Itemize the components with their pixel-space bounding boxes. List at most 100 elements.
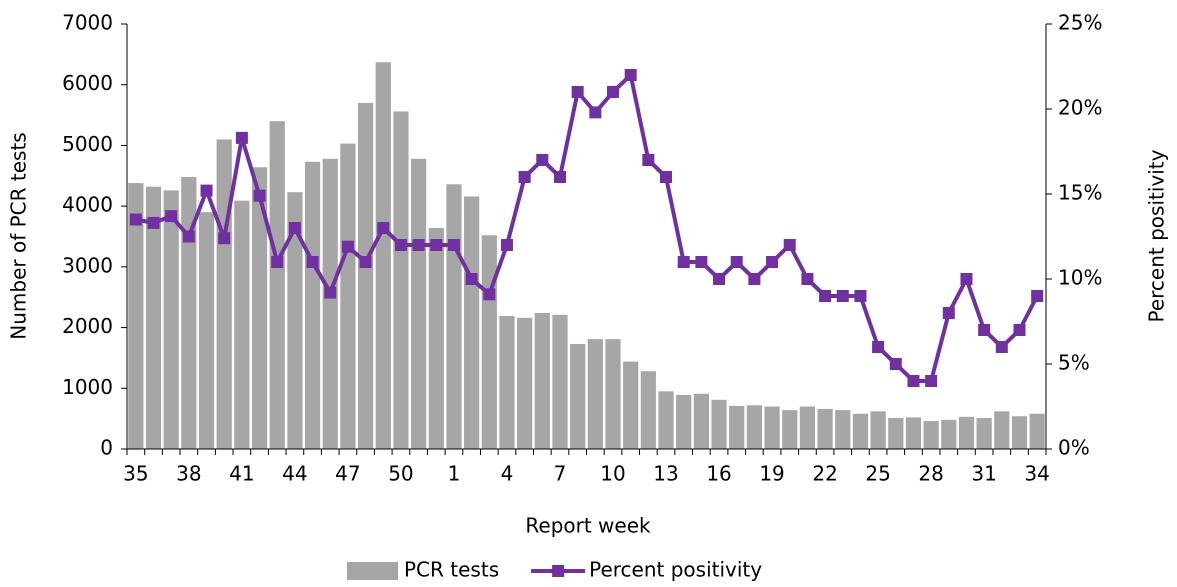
x-tick-label: 4 <box>501 462 514 486</box>
bar <box>357 102 374 449</box>
line-marker <box>642 154 655 166</box>
x-tick-label: 28 <box>918 462 943 486</box>
legend-swatch <box>347 562 398 580</box>
bar <box>411 158 427 450</box>
bar <box>746 405 762 449</box>
bar <box>534 313 550 449</box>
bar <box>128 183 144 450</box>
x-tick-label: 35 <box>123 462 148 486</box>
x-tick-label: 47 <box>335 462 360 486</box>
line-marker <box>571 86 584 98</box>
x-tick-label: 38 <box>176 462 201 486</box>
x-tick-label: 22 <box>812 462 837 486</box>
bar <box>693 393 709 449</box>
line-marker <box>218 232 231 245</box>
bar <box>163 190 179 449</box>
line-marker <box>607 86 620 98</box>
x-tick-label: 25 <box>865 462 890 486</box>
legend-label: PCR tests <box>404 558 499 582</box>
line-marker <box>483 288 496 301</box>
y2-tick-label: 25% <box>1058 11 1102 35</box>
x-axis-title: Report week <box>525 514 651 538</box>
line-marker <box>500 239 513 251</box>
line-marker <box>341 240 354 253</box>
x-tick-label: 10 <box>600 462 625 486</box>
bar <box>888 418 904 449</box>
bar <box>1029 413 1045 449</box>
bar <box>676 394 692 449</box>
line-marker <box>377 222 390 234</box>
bar <box>552 314 568 449</box>
line-marker <box>889 358 902 370</box>
y-tick-label: 7000 <box>62 11 113 35</box>
y-tick-label: 2000 <box>62 314 113 338</box>
line-marker <box>412 239 425 251</box>
bar <box>870 411 886 449</box>
line-marker <box>359 256 372 268</box>
bar <box>269 121 285 450</box>
bar <box>835 410 851 449</box>
line-marker <box>147 216 160 229</box>
bar <box>446 184 462 450</box>
bar <box>817 408 833 449</box>
line-marker <box>854 290 867 302</box>
bar <box>587 339 603 449</box>
line-marker <box>129 213 142 226</box>
bar <box>941 419 957 449</box>
line-marker <box>783 239 796 251</box>
y-axis-title: Number of PCR tests <box>7 132 31 339</box>
bar <box>251 167 268 450</box>
y2-tick-label: 15% <box>1058 181 1102 205</box>
bar <box>393 111 409 449</box>
x-tick-label: 31 <box>971 462 996 486</box>
bar <box>287 192 303 449</box>
bar <box>623 361 639 449</box>
bar <box>658 391 674 449</box>
line-marker <box>695 256 708 268</box>
x-tick-label: 19 <box>759 462 784 486</box>
bar <box>923 421 939 449</box>
line-marker <box>801 273 814 285</box>
line-marker <box>960 273 973 285</box>
x-tick-label: 7 <box>554 462 567 486</box>
x-tick-label: 34 <box>1024 462 1049 486</box>
bar <box>481 235 497 449</box>
line-marker <box>836 290 849 302</box>
bar <box>976 418 992 449</box>
bar <box>340 143 356 449</box>
bar <box>605 339 621 449</box>
bar <box>322 158 338 450</box>
bar <box>958 416 975 449</box>
bar <box>905 417 922 449</box>
line-marker <box>430 239 443 251</box>
line-marker <box>995 341 1008 353</box>
bar <box>782 410 798 449</box>
line-marker <box>235 131 248 144</box>
line-marker <box>447 239 460 251</box>
bar <box>764 406 780 449</box>
line-marker <box>907 375 920 387</box>
bar <box>640 371 656 449</box>
y-tick-label: 0 <box>100 436 113 460</box>
y2-tick-label: 20% <box>1058 96 1102 120</box>
y2-tick-label: 10% <box>1058 266 1102 290</box>
x-tick-label: 1 <box>448 462 461 486</box>
y-tick-label: 1000 <box>62 375 113 399</box>
x-tick-label: 41 <box>229 462 254 486</box>
line-marker <box>942 307 955 319</box>
bar <box>799 406 816 449</box>
line-marker <box>713 273 726 285</box>
bar <box>711 399 727 449</box>
y2-tick-label: 0% <box>1058 436 1090 460</box>
line-marker <box>872 341 885 353</box>
line-marker <box>465 273 478 285</box>
bar <box>375 62 391 449</box>
line-marker <box>271 256 284 268</box>
bar <box>145 186 162 449</box>
line <box>135 73 1039 383</box>
line-marker <box>553 171 566 183</box>
x-tick-label: 13 <box>653 462 678 486</box>
y2-tick-label: 5% <box>1058 351 1090 375</box>
bar <box>499 316 515 449</box>
